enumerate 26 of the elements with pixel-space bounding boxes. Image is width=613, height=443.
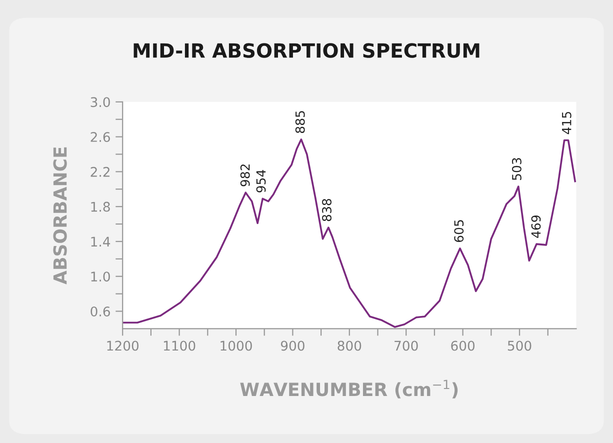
y-tick-label: 2.2 <box>90 166 110 177</box>
annotation: 885 <box>295 111 305 133</box>
x-tick-label: 900 <box>280 340 304 351</box>
x-axis-title: WAVENUMBER (cm$^{−1}$) <box>240 380 458 398</box>
x-tick-label: 1100 <box>164 340 196 351</box>
y-axis-title: ABSORBANCE <box>53 147 67 284</box>
annotation: 954 <box>256 170 266 192</box>
annotation: 838 <box>322 198 332 222</box>
x-tick-label: 500 <box>508 340 532 351</box>
x-tick-label: 1000 <box>220 340 252 351</box>
y-tick-label: 2.6 <box>90 132 110 142</box>
annotation: 469 <box>531 216 541 238</box>
y-tick-label: 1.8 <box>91 202 110 212</box>
x-tick-label: 600 <box>451 340 475 351</box>
y-tick-label: 0.6 <box>90 306 110 316</box>
y-tick-label: 3.0 <box>90 97 110 108</box>
x-tick-label: 1200 <box>107 340 139 351</box>
annotation: 605 <box>454 220 464 242</box>
chart-title: MID-IR ABSORPTION SPECTRUM <box>134 43 480 58</box>
y-tick-label: 1.4 <box>91 236 110 246</box>
x-tick-label: 800 <box>338 340 362 351</box>
annotation: 982 <box>240 164 250 186</box>
x-tick-label: 700 <box>394 340 418 351</box>
annotation: 503 <box>512 158 522 180</box>
annotation: 415 <box>562 112 572 134</box>
y-tick-label: 1.0 <box>91 272 110 282</box>
